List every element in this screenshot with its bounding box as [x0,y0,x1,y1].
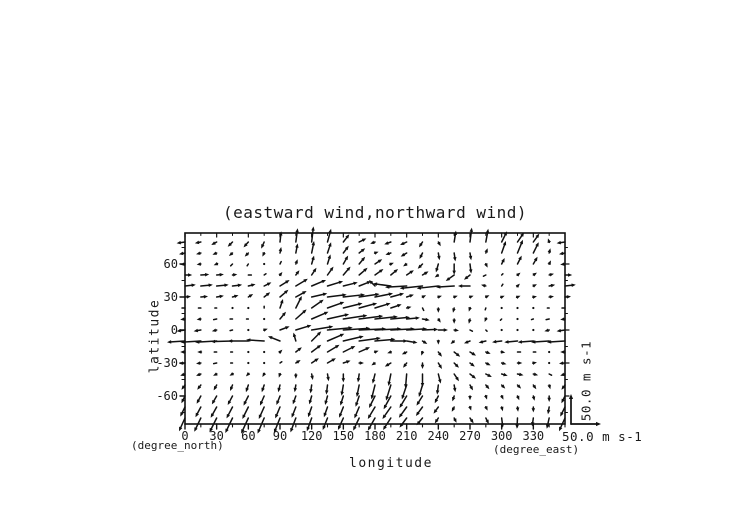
x-tick-label: 90 [272,429,288,443]
y-tick-label: -30 [156,356,178,370]
y-tick-label: -60 [156,389,178,403]
x-tick-label: 120 [300,429,323,443]
y-axis-unit-label: (degree_north) [131,439,224,452]
wind-vectors [167,226,576,434]
x-tick-label: 300 [490,429,513,443]
y-tick-label: 60 [163,257,178,271]
x-axis-title: longitude [349,456,433,471]
axis-ticks [179,232,570,430]
reference-vector-label-horizontal: 50.0 m s-1 [562,429,643,444]
x-tick-label: 60 [241,429,256,443]
y-tick-label: 0 [170,323,178,337]
x-tick-label: 270 [459,429,481,443]
x-axis-unit-label: (degree_east) [493,443,580,456]
x-tick-label: 30 [209,429,224,443]
x-tick-label: 0 [181,429,189,443]
x-tick-label: 180 [364,429,386,443]
x-tick-label: 330 [522,429,545,443]
x-tick-label: 240 [427,429,450,443]
y-tick-label: 30 [163,290,178,304]
reference-arrows [568,394,601,427]
x-tick-label: 210 [395,429,418,443]
plot-title: (eastward wind,northward wind) [223,203,527,222]
x-tick-label: 150 [332,429,355,443]
reference-vector-label-vertical: 50.0 m s-1 [578,340,594,422]
